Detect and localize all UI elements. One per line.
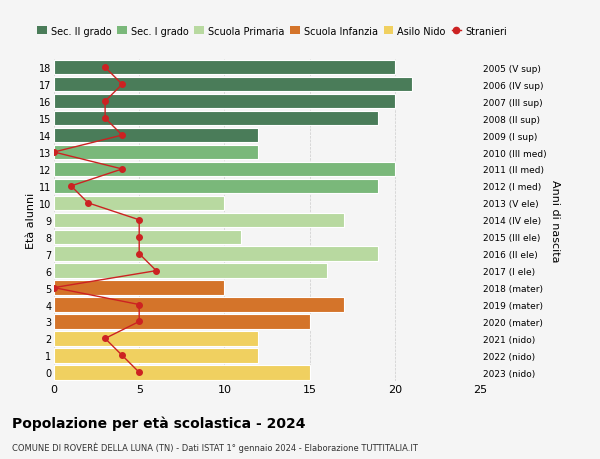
Bar: [54, 61, 395, 75]
Bar: [54, 95, 395, 109]
Y-axis label: Anni di nascita: Anni di nascita: [550, 179, 560, 262]
Bar: [54, 247, 378, 261]
Bar: [54, 331, 259, 346]
Bar: [54, 129, 259, 143]
Bar: [54, 314, 310, 329]
Bar: [54, 213, 344, 228]
Bar: [54, 298, 344, 312]
Bar: [54, 365, 310, 380]
Bar: [54, 78, 412, 92]
Bar: [54, 230, 241, 244]
Bar: [54, 264, 326, 278]
Bar: [54, 348, 259, 363]
Bar: [54, 162, 395, 177]
Bar: [54, 179, 378, 194]
Text: Popolazione per età scolastica - 2024: Popolazione per età scolastica - 2024: [12, 415, 305, 430]
Text: COMUNE DI ROVERÈ DELLA LUNA (TN) - Dati ISTAT 1° gennaio 2024 - Elaborazione TUT: COMUNE DI ROVERÈ DELLA LUNA (TN) - Dati …: [12, 442, 418, 452]
Y-axis label: Età alunni: Età alunni: [26, 192, 36, 248]
Bar: [54, 146, 259, 160]
Legend: Sec. II grado, Sec. I grado, Scuola Primaria, Scuola Infanzia, Asilo Nido, Stran: Sec. II grado, Sec. I grado, Scuola Prim…: [34, 23, 511, 40]
Bar: [54, 112, 378, 126]
Bar: [54, 281, 224, 295]
Bar: [54, 196, 224, 211]
